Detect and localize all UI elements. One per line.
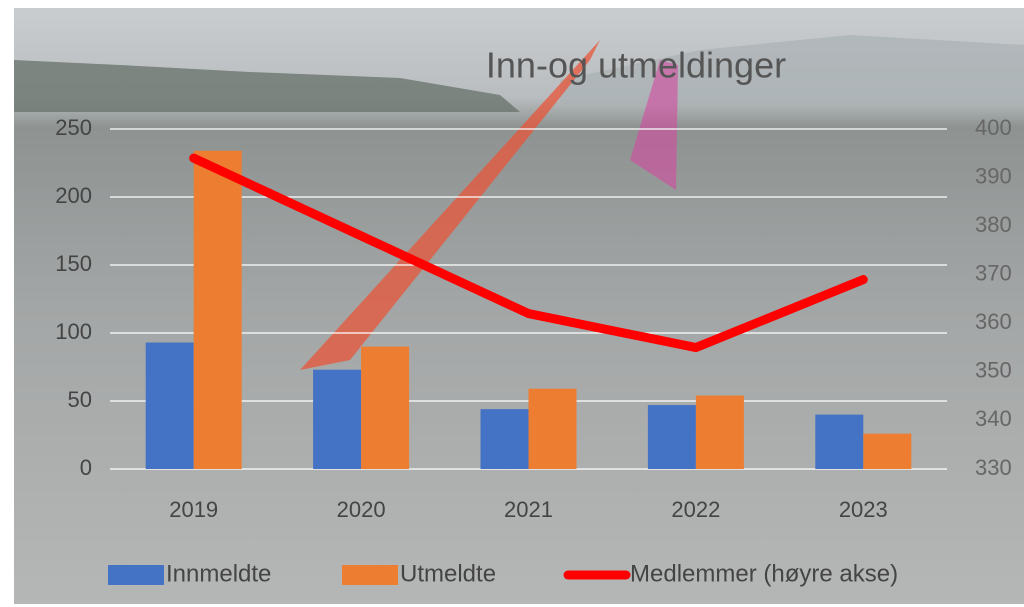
y2-tick-label: 400 [975, 115, 1012, 140]
y2-tick-label: 360 [975, 309, 1012, 334]
y-tick-label: 250 [55, 115, 92, 140]
bar [481, 409, 529, 469]
bar [863, 434, 911, 469]
legend-label: Medlemmer (høyre akse) [630, 560, 898, 587]
y-tick-label: 50 [68, 387, 92, 412]
x-tick-label: 2021 [504, 497, 553, 522]
x-tick-label: 2023 [839, 497, 888, 522]
chart: Inn-og utmeldinger 0 50 100 150 200 250 330 340… [0, 0, 1024, 607]
x-tick-label: 2019 [169, 497, 218, 522]
legend-swatch [342, 565, 398, 585]
y2-tick-label: 340 [975, 406, 1012, 431]
legend-label: Utmeldte [400, 560, 496, 587]
bar [194, 151, 242, 469]
y-tick-label: 0 [80, 455, 92, 480]
legend-label: Innmeldte [166, 560, 271, 587]
bar [696, 396, 744, 469]
bar [815, 415, 863, 469]
legend-swatch [108, 565, 164, 585]
y2-tick-label: 370 [975, 261, 1012, 286]
bar [529, 389, 577, 469]
chart-title: Inn-og utmeldinger [486, 45, 786, 86]
x-tick-label: 2022 [671, 497, 720, 522]
y2-tick-label: 330 [975, 455, 1012, 480]
bar [361, 347, 409, 469]
bar [648, 405, 696, 469]
bar [313, 370, 361, 469]
bar [146, 343, 194, 469]
y-tick-label: 150 [55, 251, 92, 276]
y-tick-label: 200 [55, 183, 92, 208]
y2-tick-label: 350 [975, 358, 1012, 383]
y2-tick-label: 390 [975, 163, 1012, 188]
y-tick-label: 100 [55, 319, 92, 344]
y2-tick-label: 380 [975, 212, 1012, 237]
x-tick-label: 2020 [337, 497, 386, 522]
